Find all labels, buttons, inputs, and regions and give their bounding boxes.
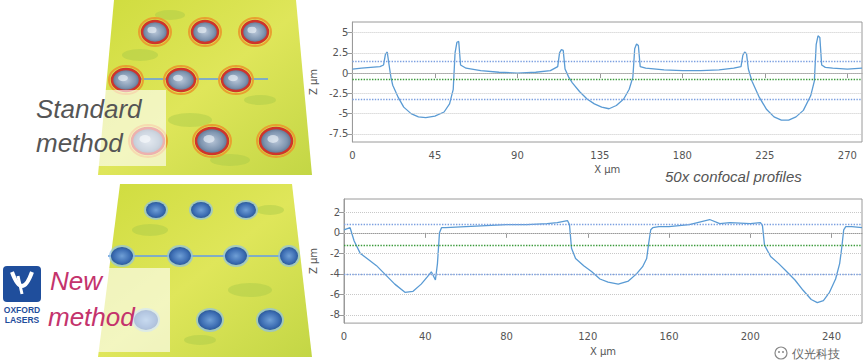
svg-text:50x confocal profiles: 50x confocal profiles <box>665 168 802 185</box>
svg-text:135: 135 <box>590 150 609 161</box>
svg-text:OXFORD: OXFORD <box>4 305 40 315</box>
svg-text:New: New <box>50 266 104 296</box>
svg-text:-6: -6 <box>330 289 340 300</box>
svg-text:Z µm: Z µm <box>308 248 319 274</box>
svg-text:0: 0 <box>341 331 347 342</box>
svg-text:Standard: Standard <box>36 94 143 124</box>
svg-text:2.5: 2.5 <box>333 47 349 58</box>
svg-text:-2: -2 <box>330 248 340 259</box>
svg-text:method: method <box>48 302 136 332</box>
svg-text:5: 5 <box>342 27 348 38</box>
svg-text:120: 120 <box>578 331 597 342</box>
svg-text:80: 80 <box>500 331 513 342</box>
svg-text:90: 90 <box>511 150 524 161</box>
svg-text:45: 45 <box>429 150 442 161</box>
svg-text:0: 0 <box>334 227 340 238</box>
svg-text:-2.5: -2.5 <box>329 88 349 99</box>
svg-text:160: 160 <box>659 331 678 342</box>
svg-text:40: 40 <box>419 331 432 342</box>
svg-text:200: 200 <box>741 331 760 342</box>
svg-text:Z µm: Z µm <box>308 69 319 95</box>
svg-text:180: 180 <box>673 150 692 161</box>
svg-text:-4: -4 <box>330 268 340 279</box>
svg-text:225: 225 <box>755 150 774 161</box>
svg-text:0: 0 <box>349 150 355 161</box>
svg-text:LASERS: LASERS <box>5 315 40 325</box>
svg-text:-5: -5 <box>338 108 348 119</box>
svg-text:0: 0 <box>342 68 348 79</box>
svg-text:-8: -8 <box>330 309 340 320</box>
svg-text:2: 2 <box>334 207 340 218</box>
svg-text:X µm: X µm <box>594 164 620 175</box>
svg-text:-7.5: -7.5 <box>329 128 349 139</box>
svg-text:method: method <box>36 128 124 158</box>
svg-text:X µm: X µm <box>590 346 616 357</box>
svg-text:240: 240 <box>822 331 841 342</box>
svg-text:仪光科技: 仪光科技 <box>792 347 840 361</box>
svg-text:270: 270 <box>838 150 857 161</box>
